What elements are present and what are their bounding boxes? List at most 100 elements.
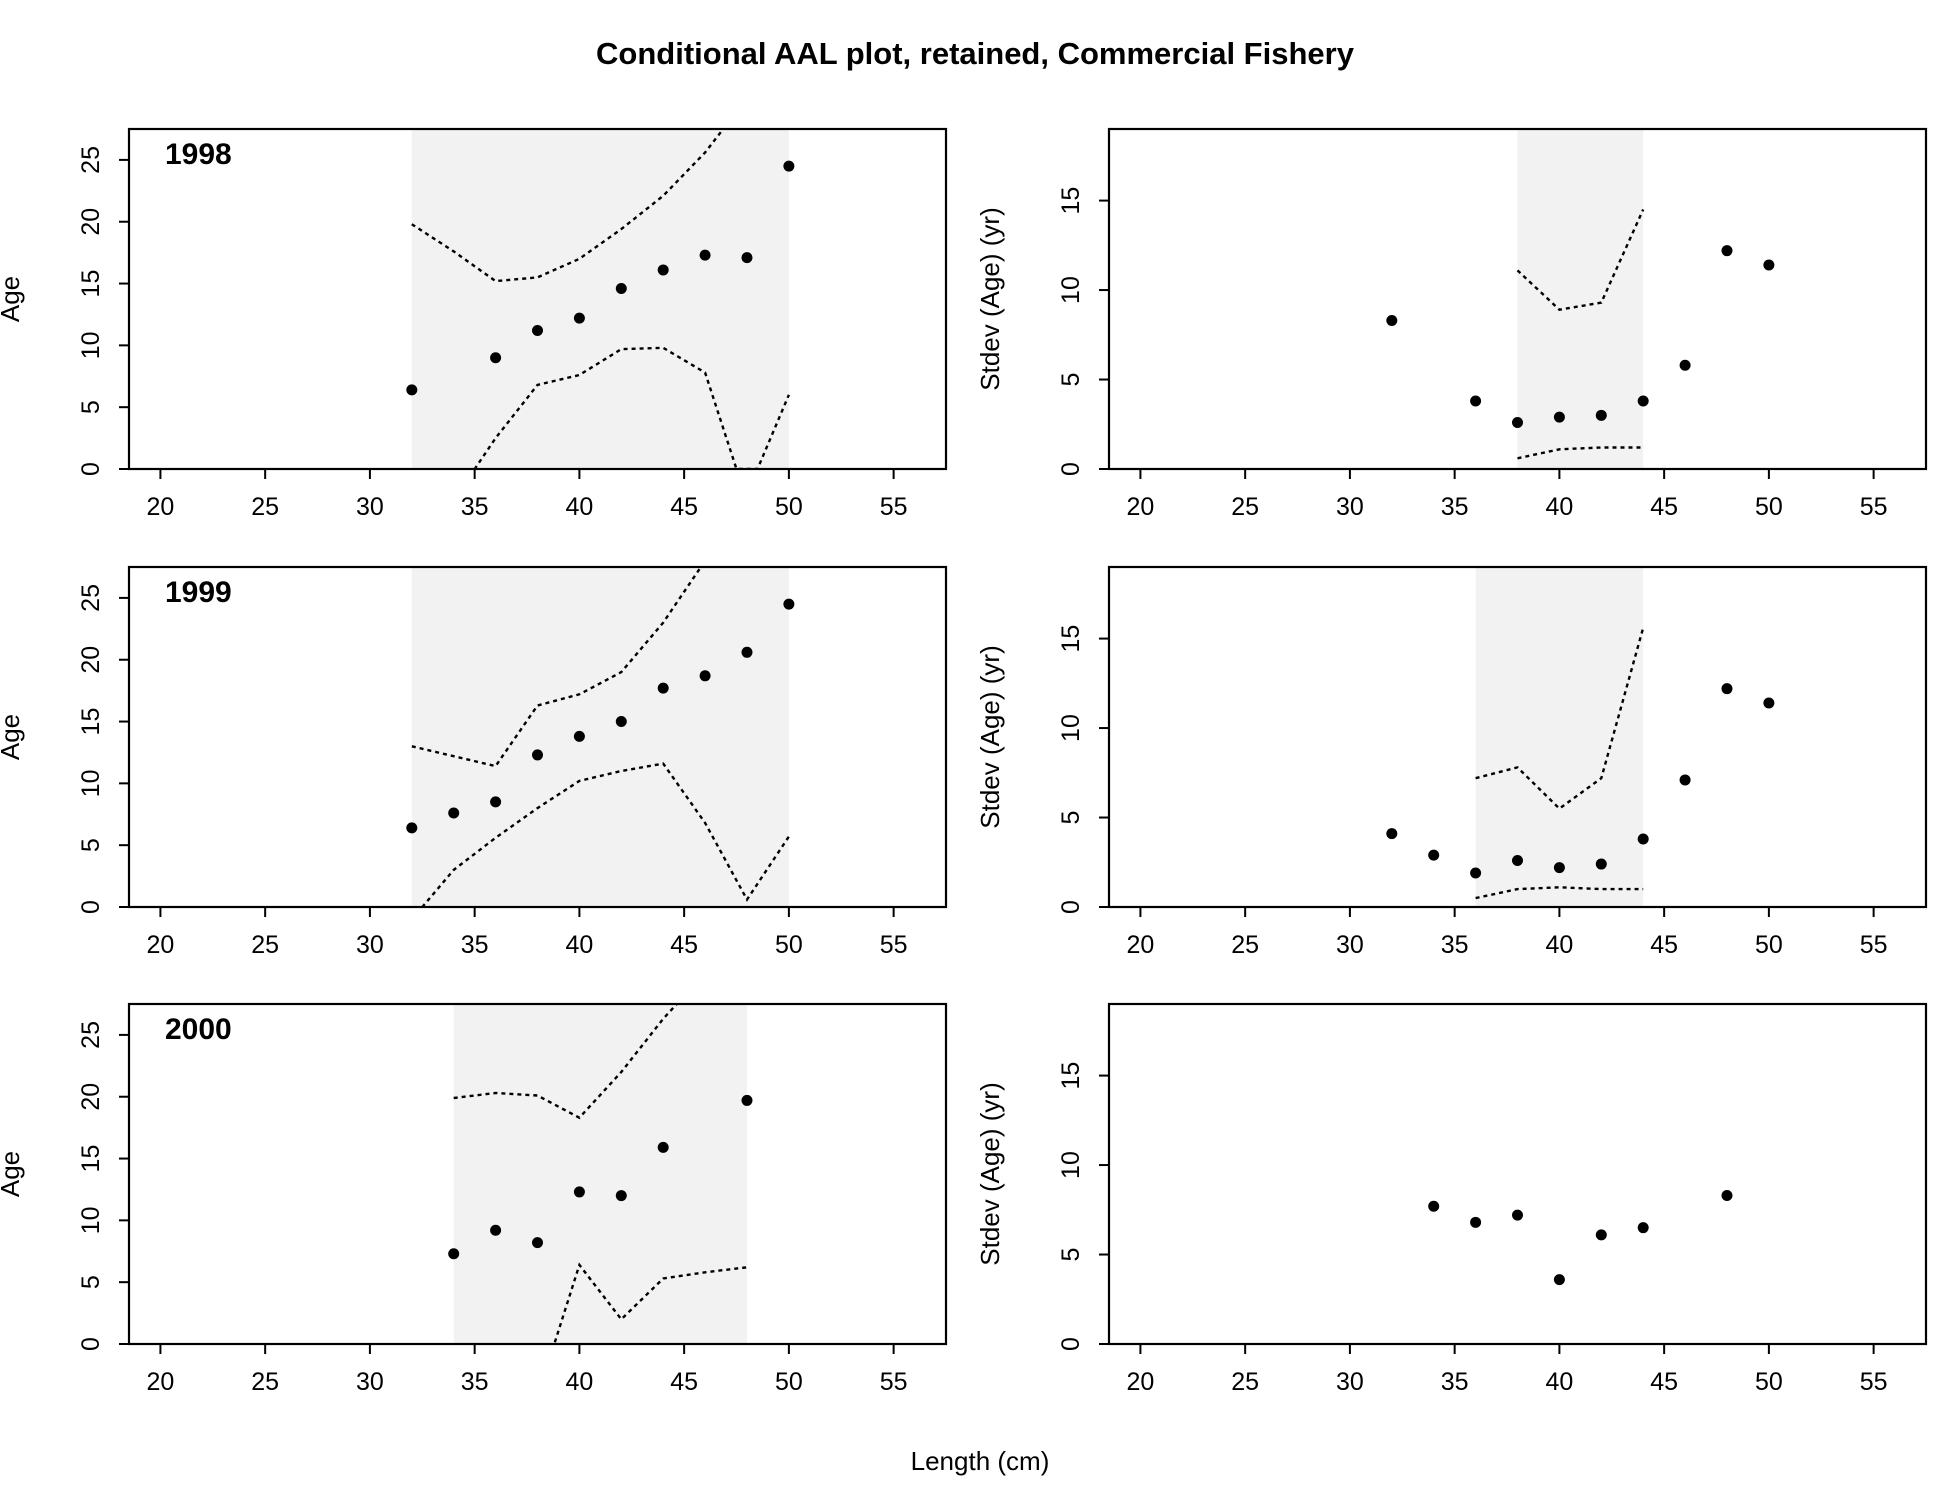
data-point — [573, 312, 585, 324]
x-tick-label: 55 — [1860, 931, 1888, 959]
x-tick-label: 20 — [1127, 493, 1155, 521]
x-tick-label: 40 — [565, 493, 593, 521]
data-point — [1428, 849, 1440, 861]
panel-1998-age: 20 25 30 35 40 45 50 55 0 5 10 15 20 25 Age 1998 — [0, 127, 948, 521]
data-point — [1470, 1216, 1482, 1228]
y-tick-label: 0 — [1057, 1337, 1085, 1351]
data-point — [573, 730, 585, 742]
y-axis-label: Age — [0, 714, 25, 760]
y-tick-label: 10 — [1057, 1151, 1085, 1179]
y-tick-label: 0 — [1057, 900, 1085, 914]
y-tick-label: 20 — [77, 1083, 105, 1111]
y-tick-label: 25 — [77, 1021, 105, 1049]
y-tick-label: 0 — [77, 1337, 105, 1351]
x-tick-label: 25 — [1231, 1368, 1259, 1396]
x-tick-label: 20 — [147, 493, 175, 521]
x-tick-label: 50 — [775, 1368, 803, 1396]
data-point — [741, 646, 753, 658]
x-tick-label: 30 — [356, 931, 384, 959]
upper-bound-line — [453, 1004, 679, 1120]
data-point — [699, 670, 711, 682]
data-point — [1470, 395, 1482, 407]
data-point — [1679, 359, 1691, 371]
panel-1999-stdev: 20 25 30 35 40 45 50 55 0 5 10 15 Stdev (Age) (yr) — [975, 565, 1928, 959]
data-point — [657, 682, 669, 694]
panel-2000-age: 20 25 30 35 40 45 50 55 0 5 10 15 20 25 Age 2000 — [0, 1002, 948, 1396]
y-tick-label: 5 — [77, 838, 105, 852]
y-tick-label: 5 — [77, 1275, 105, 1289]
data-point — [490, 796, 502, 808]
x-tick-label: 55 — [880, 931, 908, 959]
x-tick-label: 50 — [775, 493, 803, 521]
lower-bound-line — [420, 762, 790, 907]
x-tick-label: 50 — [1755, 493, 1783, 521]
x-tick-label: 55 — [1860, 493, 1888, 521]
data-point — [1512, 416, 1523, 428]
confidence-band — [411, 567, 789, 907]
data-point — [741, 1094, 753, 1106]
data-point — [1595, 1229, 1607, 1241]
x-tick-label: 20 — [1127, 1368, 1155, 1396]
x-tick-label: 20 — [147, 1368, 175, 1396]
data-point — [1637, 1222, 1649, 1234]
x-tick-label: 50 — [775, 931, 803, 959]
y-axis-label: Stdev (Age) (yr) — [975, 1082, 1005, 1266]
plot-frame — [127, 565, 948, 909]
x-tick-label: 35 — [461, 1368, 489, 1396]
x-tick-label: 25 — [251, 1368, 279, 1396]
x-tick-label: 45 — [1650, 493, 1678, 521]
data-point — [1763, 697, 1775, 709]
data-point — [1386, 828, 1398, 840]
x-tick-label: 30 — [1336, 1368, 1364, 1396]
x-tick-label: 20 — [1127, 931, 1155, 959]
y-tick-label: 10 — [77, 331, 105, 359]
y-tick-label: 15 — [77, 708, 105, 736]
x-tick-label: 30 — [1336, 931, 1364, 959]
x-tick-label: 35 — [1441, 1368, 1469, 1396]
data-point — [1763, 259, 1775, 271]
panel-1998-stdev: 20 25 30 35 40 45 50 55 0 5 10 15 Stdev (Age) (yr) — [975, 127, 1928, 521]
x-tick-label: 30 — [356, 493, 384, 521]
y-tick-label: 10 — [77, 769, 105, 797]
y-tick-label: 5 — [77, 400, 105, 414]
data-point — [1721, 1189, 1733, 1201]
y-tick-label: 0 — [77, 462, 105, 476]
data-point — [448, 807, 460, 819]
y-tick-label: 10 — [77, 1206, 105, 1234]
data-point — [615, 282, 627, 294]
y-tick-label: 0 — [77, 900, 105, 914]
data-point — [1470, 867, 1482, 879]
data-point — [1595, 409, 1607, 421]
plot-frame — [127, 127, 948, 471]
data-point — [1428, 1200, 1440, 1212]
x-tick-label: 30 — [1336, 493, 1364, 521]
lower-bound-line — [1517, 446, 1644, 460]
x-axis-label: Length (cm) — [911, 1446, 1050, 1476]
y-tick-label: 20 — [77, 208, 105, 236]
plot-frame — [1107, 1002, 1928, 1346]
data-point — [1553, 1274, 1565, 1286]
y-axis-label: Stdev (Age) (yr) — [975, 207, 1005, 391]
panel-year-label: 1999 — [165, 576, 232, 609]
x-tick-label: 40 — [1545, 493, 1573, 521]
x-tick-label: 40 — [1545, 931, 1573, 959]
confidence-band — [1517, 129, 1644, 469]
data-point — [657, 264, 669, 276]
data-point — [1553, 411, 1565, 423]
data-point — [1386, 314, 1398, 326]
y-tick-label: 5 — [1057, 1248, 1085, 1262]
data-point — [1679, 774, 1691, 786]
data-point — [657, 1141, 669, 1153]
x-tick-label: 30 — [356, 1368, 384, 1396]
data-point — [448, 1248, 460, 1260]
data-point — [532, 749, 543, 761]
x-tick-label: 40 — [565, 931, 593, 959]
data-point — [490, 1224, 502, 1236]
data-point — [1512, 1209, 1523, 1221]
panel-year-label: 2000 — [165, 1013, 232, 1046]
x-tick-label: 25 — [251, 493, 279, 521]
plot-frame — [127, 1002, 948, 1346]
x-tick-label: 35 — [461, 493, 489, 521]
